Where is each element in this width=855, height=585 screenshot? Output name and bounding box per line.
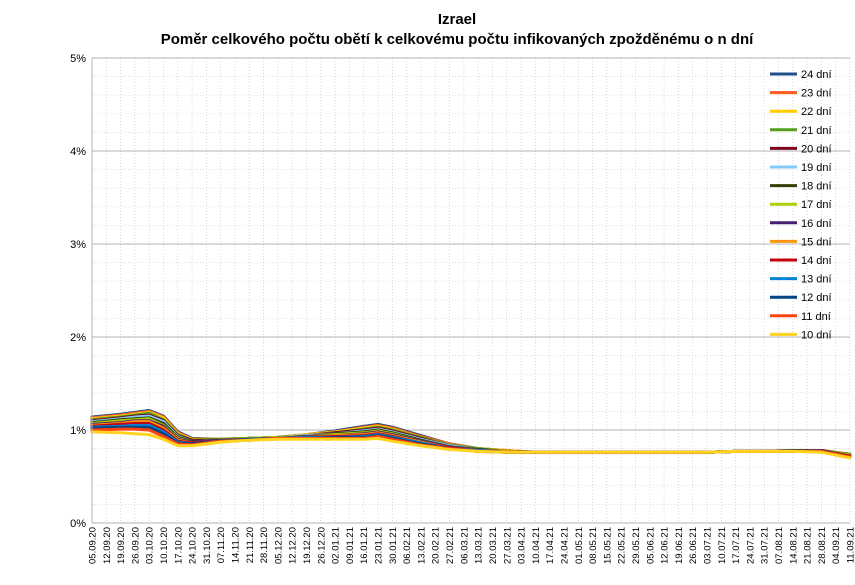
x-tick-label: 07.11.20 [216,527,227,563]
x-tick-label: 28.08.21 [817,527,828,564]
legend-label: 14 dní [801,255,832,267]
x-tick-label: 26.06.21 [688,527,699,564]
series-line-10-dní [90,430,852,460]
x-tick-label: 27.02.21 [445,527,456,564]
legend-label: 23 dní [801,88,832,100]
legend-label: 22 dní [801,106,832,118]
x-tick-label: 01.05.21 [574,527,585,564]
x-tick-label: 12.12.20 [288,527,299,564]
x-tick-label: 03.07.21 [702,527,713,564]
y-tick-label: 3% [70,239,86,251]
y-tick-label: 0% [70,518,86,530]
legend-label: 16 dní [801,218,832,230]
x-tick-label: 22.05.21 [617,527,628,564]
x-tick-label: 04.09.21 [831,527,842,564]
x-tick-label: 23.01.21 [374,527,385,564]
x-tick-label: 17.07.21 [731,527,742,564]
x-tick-label: 03.10.20 [145,527,156,564]
x-tick-label: 27.03.21 [502,527,513,564]
x-tick-label: 19.12.20 [302,527,313,564]
x-tick-label: 03.04.21 [517,527,528,564]
x-tick-label: 10.10.20 [159,527,170,564]
chart-title: Izrael [438,11,476,28]
x-tick-label: 05.12.20 [273,527,284,564]
x-tick-label: 31.07.21 [760,527,771,564]
x-tick-label: 20.03.21 [488,527,499,564]
x-tick-label: 08.05.21 [588,527,599,564]
x-tick-label: 14.08.21 [788,527,799,564]
legend-label: 13 dní [801,274,832,286]
x-tick-label: 13.03.21 [474,527,485,564]
series-lines [90,409,852,460]
chart-subtitle: Poměr celkového počtu obětí k celkovému … [161,31,754,48]
legend-label: 21 dní [801,125,832,137]
legend-label: 20 dní [801,143,832,155]
legend: 24 dní 23 dní 22 dní 21 dní 20 dní 19 dní 18 d… [770,69,832,341]
x-tick-label: 17.04.21 [545,527,556,564]
x-tick-label: 21.11.20 [245,527,256,563]
x-tick-label: 31.10.20 [202,527,213,564]
x-tick-label: 09.01.21 [345,527,356,564]
y-axis-ticks: 0% 1% 2% 3% 4% 5% [70,53,86,530]
x-tick-label: 16.01.21 [359,527,370,564]
y-tick-label: 4% [70,146,86,158]
legend-label: 15 dní [801,236,832,248]
x-tick-label: 07.08.21 [774,527,785,564]
x-tick-label: 21.08.21 [803,527,814,564]
x-tick-label: 15.05.21 [602,527,613,564]
x-tick-label: 11.09.21 [846,527,855,563]
legend-label: 19 dní [801,162,832,174]
x-tick-label: 13.02.21 [416,527,427,564]
x-tick-label: 28.11.20 [259,527,270,563]
x-tick-label: 10.04.21 [531,527,542,564]
x-tick-label: 02.01.21 [331,527,342,564]
x-tick-label: 29.05.21 [631,527,642,564]
x-tick-label: 19.06.21 [674,527,685,564]
y-tick-label: 2% [70,332,86,344]
legend-label: 12 dní [801,292,832,304]
y-tick-label: 1% [70,425,86,437]
x-tick-label: 24.10.20 [188,527,199,564]
y-tick-label: 5% [70,53,86,65]
legend-label: 24 dní [801,69,832,81]
x-tick-label: 05.09.20 [88,527,99,564]
x-axis-ticks: 05.09.20 12.09.20 19.09.20 26.09.20 03.10.20… [88,527,855,564]
x-tick-label: 05.06.21 [645,527,656,564]
x-tick-label: 17.10.20 [173,527,184,564]
x-tick-label: 10.07.21 [717,527,728,564]
x-tick-label: 12.09.20 [102,527,113,564]
x-tick-label: 06.03.21 [459,527,470,564]
x-tick-label: 06.02.21 [402,527,413,564]
legend-label: 17 dní [801,199,832,211]
x-tick-label: 20.02.21 [431,527,442,564]
grid [91,57,851,524]
legend-label: 18 dní [801,181,832,193]
x-tick-label: 19.09.20 [116,527,127,564]
legend-label: 11 dní [801,311,831,323]
x-tick-label: 30.01.21 [388,527,399,564]
axes [91,58,850,524]
x-tick-label: 24.07.21 [745,527,756,564]
x-tick-label: 12.06.21 [660,527,671,564]
x-tick-label: 26.12.20 [316,527,327,564]
x-tick-label: 14.11.20 [231,527,242,563]
x-tick-label: 26.09.20 [130,527,141,564]
x-tick-label: 24.04.21 [559,527,570,564]
legend-label: 10 dní [801,329,832,341]
